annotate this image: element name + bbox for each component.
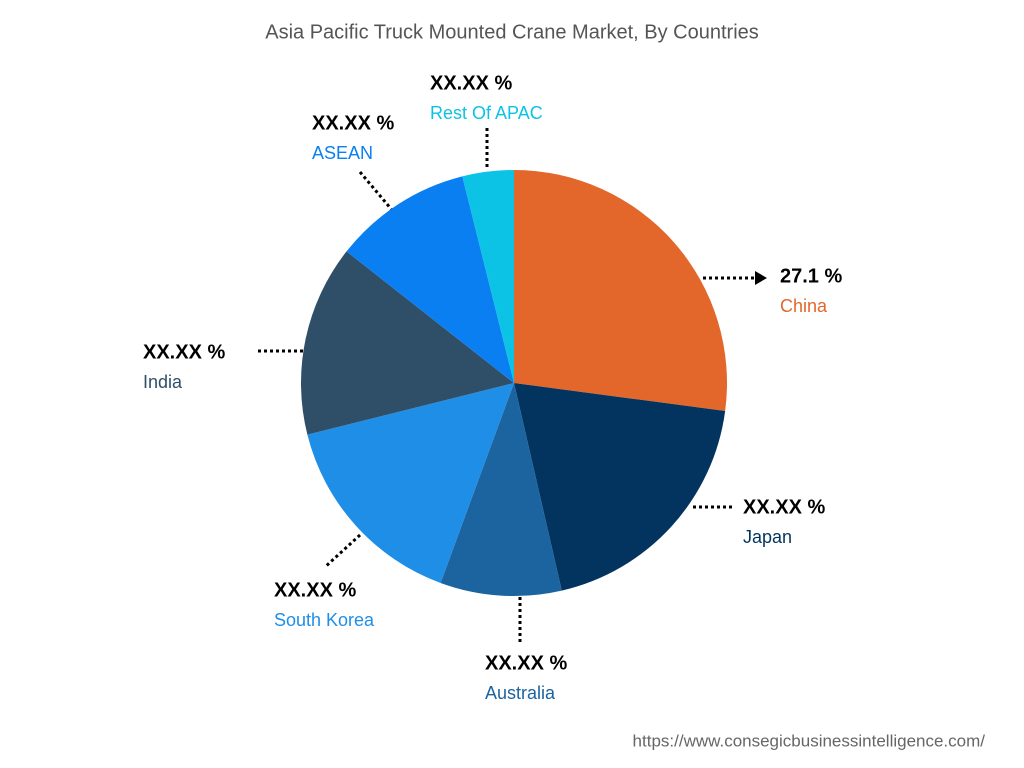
chart-title: Asia Pacific Truck Mounted Crane Market,… (265, 21, 759, 43)
leader-line (323, 533, 362, 569)
leader-lines (258, 128, 767, 642)
value-label: XX.XX % (312, 112, 394, 134)
value-label: XX.XX % (743, 496, 825, 518)
source-url: https://www.consegicbusinessintelligence… (633, 731, 986, 750)
category-label: South Korea (274, 610, 375, 630)
arrowhead (755, 271, 767, 285)
pie-slice (462, 170, 514, 383)
value-label: XX.XX % (430, 72, 512, 94)
category-label: India (143, 372, 183, 392)
pie-slice (440, 383, 562, 596)
value-label: XX.XX % (143, 341, 225, 363)
pie-slice (346, 176, 514, 383)
category-label: Australia (485, 683, 556, 703)
category-label: Rest Of APAC (430, 103, 543, 123)
value-label: XX.XX % (485, 652, 567, 674)
pie-slice (307, 383, 514, 583)
pie-slice (301, 251, 514, 435)
pie-slice (514, 170, 727, 412)
value-label: 27.1 % (780, 265, 842, 287)
category-label: Japan (743, 527, 792, 547)
category-label: ASEAN (312, 143, 373, 163)
value-label: XX.XX % (274, 579, 356, 601)
category-label: China (780, 296, 828, 316)
leader-line (358, 171, 394, 211)
pie-slice (514, 383, 726, 591)
